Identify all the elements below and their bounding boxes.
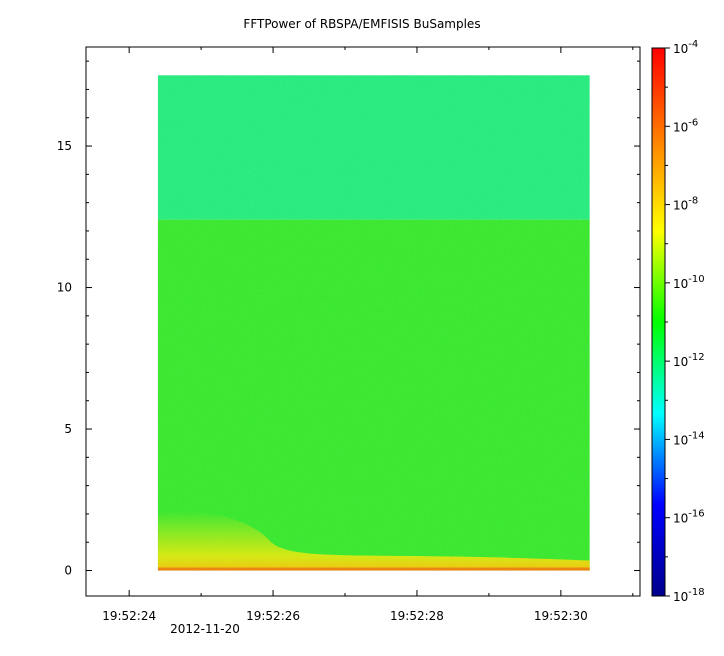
heatmap-area <box>157 75 590 571</box>
y-tick-label: 5 <box>64 422 72 436</box>
x-tick-label: 19:52:26 <box>246 609 300 623</box>
colorbar-tick-label: 10-8 <box>673 196 698 213</box>
colorbar-tick-label: 10-16 <box>673 509 705 526</box>
y-axis: 0 5 10 15 <box>57 60 640 578</box>
x-axis: 19:52:24 19:52:26 19:52:28 19:52:30 <box>102 47 634 623</box>
colorbar-ticks: 10-4 10-6 10-8 10-10 10-12 10-14 10-16 10-18 <box>665 39 705 604</box>
colorbar-tick-label: 10-4 <box>673 39 698 56</box>
x-tick-label: 19:52:24 <box>102 609 156 623</box>
x-tick-label: 19:52:30 <box>534 609 588 623</box>
y-tick-label: 10 <box>57 281 72 295</box>
chart-title: FFTPower of RBSPA/EMFISIS BuSamples <box>243 17 481 31</box>
colorbar-tick-label: 10-12 <box>673 352 705 369</box>
colorbar <box>651 47 666 597</box>
colorbar-tick-label: 10-10 <box>673 274 705 291</box>
x-tick-label: 19:52:28 <box>390 609 444 623</box>
colorbar-tick-label: 10-14 <box>673 430 705 447</box>
colorbar-tick-label: 10-6 <box>673 117 698 134</box>
heatmap-noise-texture <box>157 75 590 571</box>
y-tick-label: 0 <box>64 564 72 578</box>
x-date-label: 2012-11-20 <box>170 622 240 636</box>
colorbar-tick-label: 10-18 <box>673 587 705 604</box>
y-tick-label: 15 <box>57 139 72 153</box>
